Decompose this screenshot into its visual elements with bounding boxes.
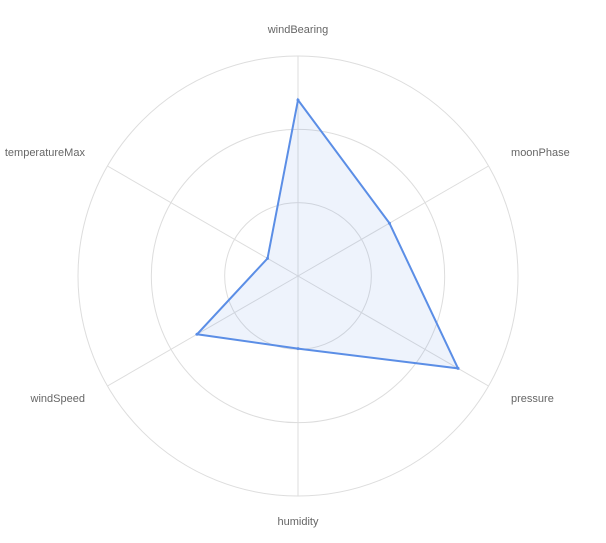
axis-label-moonPhase: moonPhase [511,147,570,159]
axis-label-windBearing: windBearing [267,24,329,36]
series-0-point-temperatureMax [266,256,270,260]
series-0-point-pressure [456,366,460,370]
series-0-point-windBearing [296,98,300,102]
axis-label-windSpeed: windSpeed [30,393,85,405]
axis-label-pressure: pressure [511,393,554,405]
radar-axis-labels: windBearing moonPhase pressure humidity wind… [5,24,570,528]
radar-grid [77,55,519,497]
axis-label-temperatureMax: temperatureMax [5,147,86,159]
radar-series [194,97,460,370]
series-0-point-windSpeed [195,332,199,336]
grid-spoke-windSpeed [107,275,299,387]
series-0-point-humidity [296,347,300,351]
series-0-area [194,97,460,370]
series-0-point-moonPhase [387,221,391,225]
grid-spoke-moonPhase [297,165,489,277]
axis-label-humidity: humidity [278,516,319,528]
